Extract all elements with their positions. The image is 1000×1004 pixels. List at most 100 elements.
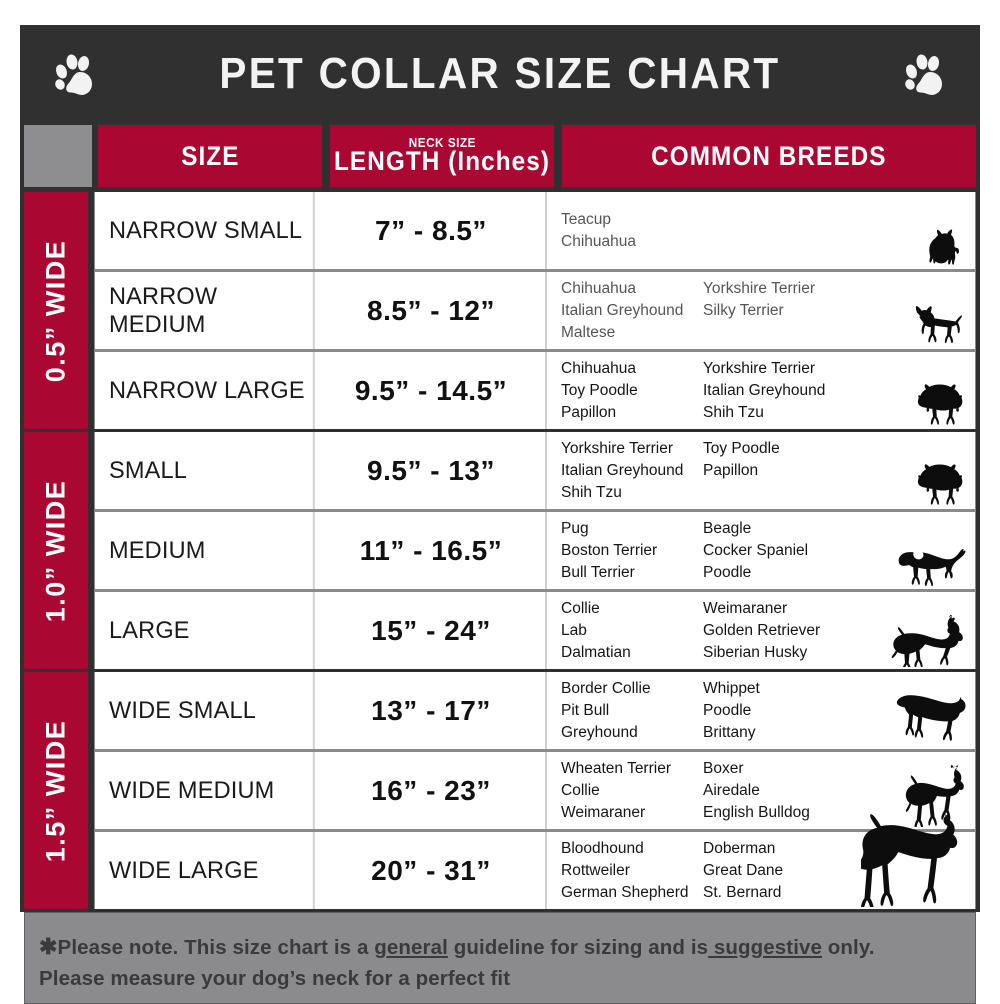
breed-columns: Wheaten Terrier Collie Weimaraner Boxer Aire… xyxy=(547,758,975,824)
breed-list-column: Yorkshire Terrier Italian Greyhound Shih T… xyxy=(703,358,975,424)
cell-size-name: MEDIUM xyxy=(97,512,315,589)
breed-name: Yorkshire Terrier xyxy=(703,359,815,377)
footnote-text-a: Please note. This size chart is a xyxy=(57,936,375,959)
breed-name: Pug xyxy=(561,519,589,537)
section-width-label: 1.5” WIDE xyxy=(24,672,88,909)
breed-list-column xyxy=(703,209,975,253)
breed-name: Teacup xyxy=(561,210,611,228)
section-width-label-text: 1.0” WIDE xyxy=(40,479,71,622)
cell-neck-length: 13” - 17” xyxy=(317,672,547,749)
footnote-underline-general: general xyxy=(374,936,448,959)
breed-name: Yorkshire Terrier xyxy=(561,439,673,457)
breed-name: Collie xyxy=(561,781,600,799)
footnote: ✱Please note. This size chart is a gener… xyxy=(24,912,976,1004)
table-row: LARGE 15” - 24” Collie Lab Dalmatian Weimaran… xyxy=(95,592,975,669)
cell-common-breeds: Wheaten Terrier Collie Weimaraner Boxer Aire… xyxy=(547,752,975,829)
column-header-size-label: SIZE xyxy=(180,140,240,171)
breed-name: Brittany xyxy=(703,723,756,741)
breed-list-column: Whippet Poodle Brittany xyxy=(703,678,975,744)
column-header-length: NECK SIZE LENGTH (Inches) xyxy=(330,125,554,187)
table-row: MEDIUM 11” - 16.5” Pug Boston Terrier Bull T… xyxy=(95,512,975,592)
section-rows: NARROW SMALL 7” - 8.5” Teacup Chihuahua NARR… xyxy=(94,192,976,429)
breed-list-column: Border Collie Pit Bull Greyhound xyxy=(561,678,703,744)
breed-name: Italian Greyhound xyxy=(561,301,684,319)
cell-size-name: SMALL xyxy=(97,432,315,509)
breed-columns: Border Collie Pit Bull Greyhound Whippet Poo… xyxy=(547,678,975,744)
table-row: NARROW MEDIUM 8.5” - 12” Chihuahua Italian … xyxy=(95,272,975,352)
breed-list-column: Boxer Airedale English Bulldog xyxy=(703,758,975,824)
breed-name: Chihuahua xyxy=(561,279,636,297)
table-row: NARROW SMALL 7” - 8.5” Teacup Chihuahua xyxy=(95,192,975,272)
breed-name: Boxer xyxy=(703,759,744,777)
breed-name: Cocker Spaniel xyxy=(703,541,809,559)
breed-columns: Pug Boston Terrier Bull Terrier Beagle Cocke… xyxy=(547,518,975,584)
breed-list-column: Pug Boston Terrier Bull Terrier xyxy=(561,518,703,584)
cell-neck-length: 8.5” - 12” xyxy=(317,272,547,349)
cell-neck-length: 9.5” - 13” xyxy=(317,432,547,509)
breed-list-column: Doberman Great Dane St. Bernard xyxy=(703,838,975,904)
breed-name: Rottweiler xyxy=(561,861,630,879)
footnote-text-c: only. xyxy=(822,936,875,959)
column-header-length-label: LENGTH (Inches) xyxy=(334,146,551,176)
breed-name: Shih Tzu xyxy=(703,403,764,421)
cell-size-name: NARROW MEDIUM xyxy=(97,272,315,349)
cell-common-breeds: Pug Boston Terrier Bull Terrier Beagle Cocke… xyxy=(547,512,975,589)
breed-list-column: Weimaraner Golden Retriever Siberian Husky xyxy=(703,598,975,664)
breed-columns: Bloodhound Rottweiler German Shepherd Dober… xyxy=(547,838,975,904)
breed-name: Weimaraner xyxy=(561,803,646,821)
column-header-breeds: COMMON BREEDS xyxy=(562,125,976,187)
breed-name: St. Bernard xyxy=(703,883,782,901)
breed-name: Papillon xyxy=(703,461,759,479)
cell-common-breeds: Chihuahua Toy Poodle Papillon Yorkshire Ter… xyxy=(547,352,975,429)
breed-list-column: Yorkshire Terrier Silky Terrier xyxy=(703,278,975,344)
breed-list-column: Chihuahua Italian Greyhound Maltese xyxy=(561,278,703,344)
section-width-label-text: 1.5” WIDE xyxy=(40,719,71,862)
breed-list-column: Toy Poodle Papillon xyxy=(703,438,975,504)
cell-size-name: NARROW SMALL xyxy=(97,192,315,269)
breed-list-column: Wheaten Terrier Collie Weimaraner xyxy=(561,758,703,824)
cell-neck-length: 7” - 8.5” xyxy=(317,192,547,269)
breed-name: Yorkshire Terrier xyxy=(703,279,815,297)
paw-print-icon xyxy=(905,54,942,95)
footnote-line-1: ✱Please note. This size chart is a gener… xyxy=(39,930,975,963)
breed-name: Weimaraner xyxy=(703,599,788,617)
breed-name: Bull Terrier xyxy=(561,563,635,581)
footnote-line-2: Please measure your dog’s neck for a per… xyxy=(39,967,511,991)
table-row: WIDE MEDIUM 16” - 23” Wheaten Terrier Colli… xyxy=(95,752,975,832)
cell-common-breeds: Teacup Chihuahua xyxy=(547,192,975,269)
breed-columns: Chihuahua Toy Poodle Papillon Yorkshire Ter… xyxy=(547,358,975,424)
table-body: 0.5” WIDE NARROW SMALL 7” - 8.5” Teacup Chih… xyxy=(20,189,980,912)
section-width-label: 1.0” WIDE xyxy=(24,432,88,669)
column-header-length-superlabel: NECK SIZE xyxy=(408,135,476,150)
breed-name: Toy Poodle xyxy=(561,381,638,399)
column-header-size: SIZE xyxy=(98,125,322,187)
section-rows: SMALL 9.5” - 13” Yorkshire Terrier Italian … xyxy=(94,432,976,669)
breed-name: Great Dane xyxy=(703,861,784,879)
cell-common-breeds: Bloodhound Rottweiler German Shepherd Dober… xyxy=(547,811,975,909)
breed-name: German Shepherd xyxy=(561,883,689,901)
breed-name: Poodle xyxy=(703,563,752,581)
pet-collar-size-chart: PET COLLAR SIZE CHART SIZE NECK SIZE LEN… xyxy=(20,25,980,1004)
breed-name: Airedale xyxy=(703,781,760,799)
breed-list-column: Bloodhound Rottweiler German Shepherd xyxy=(561,838,703,904)
cell-common-breeds: Border Collie Pit Bull Greyhound Whippet Poo… xyxy=(547,672,975,749)
cell-neck-length: 11” - 16.5” xyxy=(317,512,547,589)
breed-name: Border Collie xyxy=(561,679,651,697)
breed-name: Chihuahua xyxy=(561,359,636,377)
breed-list-column: Beagle Cocker Spaniel Poodle xyxy=(703,518,975,584)
size-section: 1.0” WIDE SMALL 9.5” - 13” Yorkshire Terrie… xyxy=(24,429,976,669)
breed-name: Chihuahua xyxy=(561,232,636,250)
breed-name: Collie xyxy=(561,599,600,617)
breed-columns: Collie Lab Dalmatian Weimaraner Golden Retri… xyxy=(547,598,975,664)
page-title: PET COLLAR SIZE CHART xyxy=(219,49,781,98)
breed-name: Maltese xyxy=(561,323,616,341)
breed-list-column: Yorkshire Terrier Italian Greyhound Shih T… xyxy=(561,438,703,504)
breed-name: Pit Bull xyxy=(561,701,610,719)
breed-name: Doberman xyxy=(703,839,776,857)
cell-common-breeds: Collie Lab Dalmatian Weimaraner Golden Retri… xyxy=(547,592,975,669)
breed-name: Shih Tzu xyxy=(561,483,622,501)
paw-print-icon xyxy=(55,54,92,95)
breed-name: Whippet xyxy=(703,679,760,697)
cell-neck-length: 20” - 31” xyxy=(317,832,547,909)
cell-size-name: WIDE LARGE xyxy=(97,832,315,909)
